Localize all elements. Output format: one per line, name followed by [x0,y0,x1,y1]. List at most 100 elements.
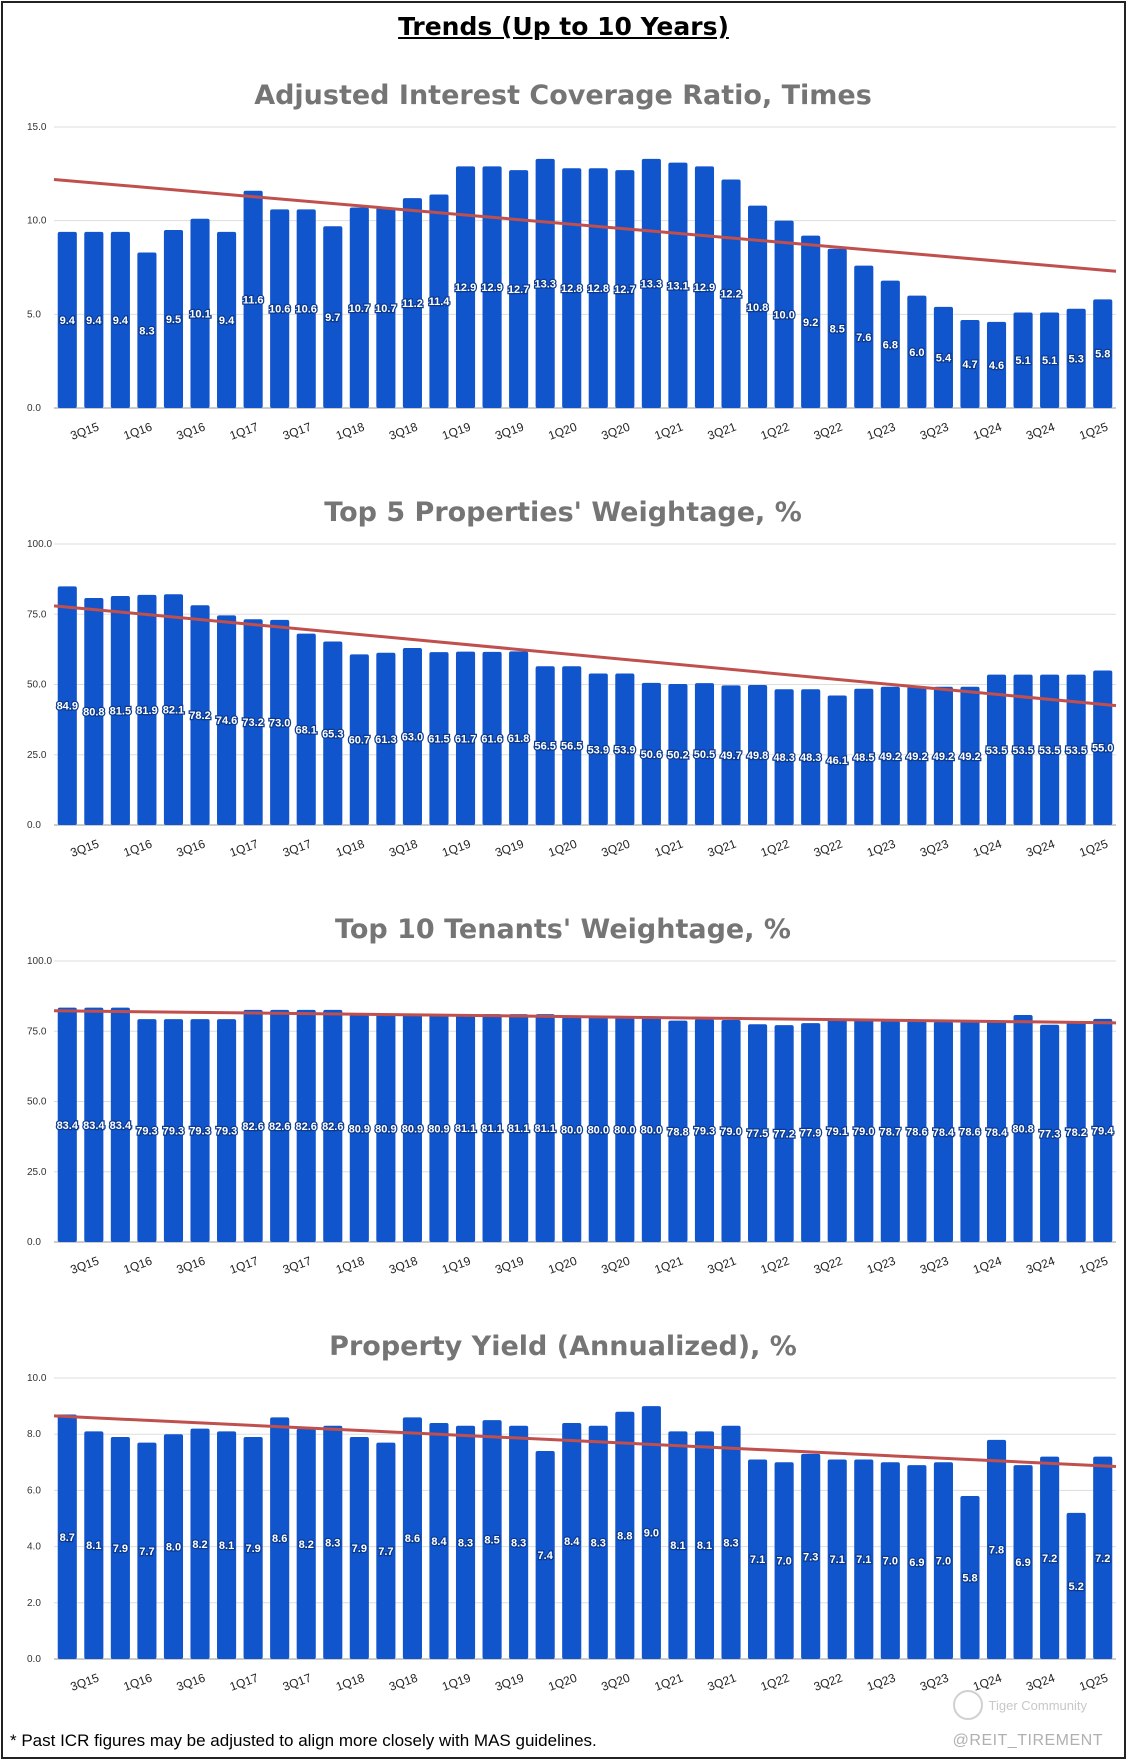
trend-line [53,604,1117,708]
x-tick-label: 1Q23 [865,1671,898,1694]
data-label: 12.8 [561,283,582,295]
data-label: 80.8 [1012,1123,1033,1135]
bar [84,1007,104,1242]
y-tick-label: 0.0 [27,1237,41,1248]
bar [641,1406,661,1659]
data-label: 10.7 [375,303,396,315]
bar [509,1425,529,1659]
x-tick-label: 1Q23 [865,837,898,860]
x-tick-label: 1Q22 [759,1671,792,1694]
watermark: Tiger Community [952,1690,1087,1720]
data-label: 80.9 [349,1123,370,1135]
data-label: 10.7 [349,303,370,315]
data-label: 7.0 [883,1556,898,1568]
data-label: 8.3 [723,1537,738,1549]
bar [562,1017,582,1242]
data-label: 7.0 [936,1556,951,1568]
y-tick-label: 8.0 [27,1429,41,1440]
data-label: 56.5 [534,741,555,753]
bar [482,166,502,408]
x-tick-label: 3Q17 [281,837,314,860]
x-tick-label: 3Q20 [599,1671,632,1694]
x-tick-label: 1Q25 [1077,837,1110,860]
data-label: 9.0 [644,1528,659,1540]
data-label: 8.3 [591,1537,606,1549]
x-tick-label: 3Q21 [706,420,739,443]
bar [349,1014,369,1242]
data-label: 8.6 [405,1533,420,1545]
bar [801,1023,821,1242]
bar [349,1437,369,1659]
bar [57,231,77,408]
y-tick-label: 50.0 [27,680,47,691]
x-tick-label: 1Q18 [334,1671,367,1694]
bar [1093,670,1113,825]
bar [402,1417,422,1659]
data-label: 10.8 [747,302,768,314]
bar [323,226,343,408]
data-label: 73.0 [269,717,290,729]
data-label: 7.1 [830,1554,845,1566]
bar [880,686,900,825]
data-label: 4.6 [989,360,1004,372]
bar [854,1020,874,1242]
bar [402,198,422,408]
data-label: 10.6 [269,304,290,316]
data-label: 8.4 [564,1536,580,1548]
data-label: 79.3 [189,1126,210,1138]
bar [1013,1465,1033,1659]
bar [110,1437,130,1659]
bar [270,1417,290,1659]
x-tick-label: 1Q17 [228,1254,261,1277]
data-label: 78.2 [189,710,210,722]
y-tick-label: 0.0 [27,820,41,831]
bar [615,1017,635,1242]
x-tick-label: 3Q19 [493,420,526,443]
x-tick-label: 1Q20 [546,1671,579,1694]
bar [482,651,502,825]
bar [588,1017,608,1242]
chart-top5-properties: Top 5 Properties' Weightage, % 0.0 25.0 50.… [27,497,1117,860]
data-label: 5.3 [1069,353,1084,365]
bar [296,1428,316,1659]
x-tick-label: 3Q24 [1024,837,1057,860]
bar [163,1434,184,1659]
bar [694,1431,715,1659]
data-label: 49.2 [933,751,954,763]
data-label: 53.5 [986,745,1007,757]
bar [84,597,104,825]
y-tick-label: 100.0 [27,539,52,550]
x-tick-label: 1Q21 [653,420,686,443]
x-tick-label: 1Q21 [653,1671,686,1694]
x-tick-label: 3Q17 [281,1671,314,1694]
bar [84,231,104,408]
bar [137,1019,157,1242]
data-label: 53.5 [1065,745,1086,757]
x-tick-label: 3Q18 [387,837,420,860]
page-title: Trends (Up to 10 Years) [398,12,729,41]
x-tick-label: 1Q18 [334,1254,367,1277]
bar [1040,1456,1060,1659]
bar [668,683,688,825]
bar [429,1014,449,1242]
x-tick-label: 1Q19 [440,420,473,443]
bar [1040,674,1060,825]
x-tick-label: 3Q22 [812,420,845,443]
data-label: 80.0 [641,1125,662,1137]
y-tick-label: 0.0 [27,403,41,414]
bar [296,209,316,408]
chart-title: Top 10 Tenants' Weightage, % [335,914,791,945]
data-label: 80.0 [561,1125,582,1137]
x-tick-label: 1Q17 [228,1671,261,1694]
bar [163,594,184,825]
data-label: 4.7 [962,359,977,371]
data-label: 84.9 [57,701,78,713]
x-tick-label: 3Q19 [493,837,526,860]
bar [84,1431,104,1659]
bar [1040,1024,1060,1242]
data-label: 55.0 [1092,743,1113,755]
data-label: 9.4 [219,315,235,327]
data-label: 7.1 [750,1554,765,1566]
x-tick-label: 1Q24 [971,420,1004,443]
bar [774,689,794,825]
